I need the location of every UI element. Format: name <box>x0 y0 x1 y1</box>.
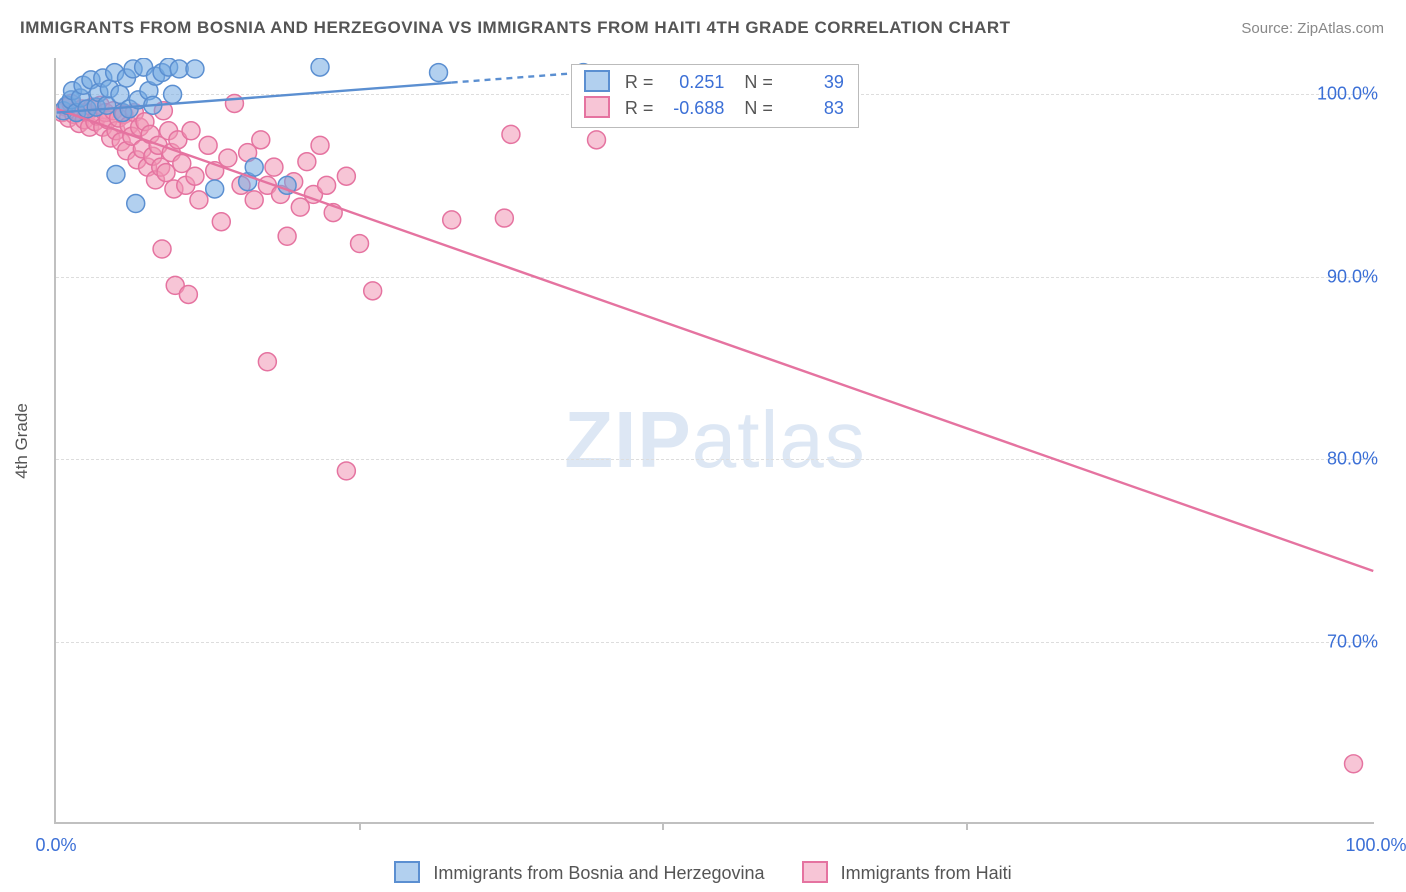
legend: Immigrants from Bosnia and Herzegovina I… <box>0 861 1406 884</box>
watermark: ZIPatlas <box>564 394 865 486</box>
legend-label-bosnia: Immigrants from Bosnia and Herzegovina <box>433 863 764 883</box>
n-value-bosnia: 39 <box>778 69 844 95</box>
source-label: Source: <box>1241 20 1297 37</box>
source-value: ZipAtlas.com <box>1297 20 1384 37</box>
watermark-light: atlas <box>692 395 866 484</box>
legend-label-haiti: Immigrants from Haiti <box>841 863 1012 883</box>
r-label: R = <box>625 72 654 92</box>
gridline <box>56 642 1374 643</box>
scatter-plot-area: ZIPatlas R = 0.251 N = 39 R = -0.688 N =… <box>54 58 1374 824</box>
n-label: N = <box>744 98 773 118</box>
source-attribution: Source: ZipAtlas.com <box>1241 20 1384 37</box>
x-tick-mark <box>662 822 664 830</box>
chart-title: IMMIGRANTS FROM BOSNIA AND HERZEGOVINA V… <box>20 18 1011 38</box>
x-tick-mark <box>359 822 361 830</box>
n-label: N = <box>744 72 773 92</box>
y-tick-label: 80.0% <box>1327 449 1378 470</box>
y-tick-label: 100.0% <box>1317 84 1378 105</box>
watermark-bold: ZIP <box>564 395 691 484</box>
x-tick-mark <box>966 822 968 830</box>
y-tick-label: 90.0% <box>1327 266 1378 287</box>
stats-row-haiti: R = -0.688 N = 83 <box>584 95 844 121</box>
gridline <box>56 459 1374 460</box>
r-value-bosnia: 0.251 <box>658 69 724 95</box>
n-value-haiti: 83 <box>778 95 844 121</box>
legend-item-bosnia: Immigrants from Bosnia and Herzegovina <box>394 861 764 884</box>
legend-item-haiti: Immigrants from Haiti <box>802 861 1012 884</box>
x-tick-label: 100.0% <box>1345 835 1406 856</box>
r-value-haiti: -0.688 <box>658 95 724 121</box>
legend-swatch-haiti-icon <box>802 861 828 883</box>
swatch-bosnia-icon <box>584 70 610 92</box>
x-tick-label: 0.0% <box>35 835 76 856</box>
swatch-haiti-icon <box>584 96 610 118</box>
stats-row-bosnia: R = 0.251 N = 39 <box>584 69 844 95</box>
correlation-stats-box: R = 0.251 N = 39 R = -0.688 N = 83 <box>571 64 859 128</box>
y-tick-label: 70.0% <box>1327 631 1378 652</box>
r-label: R = <box>625 98 654 118</box>
gridline <box>56 277 1374 278</box>
legend-swatch-bosnia-icon <box>394 861 420 883</box>
plot-svg-overlay <box>56 58 1374 822</box>
y-axis-label: 4th Grade <box>12 403 32 479</box>
